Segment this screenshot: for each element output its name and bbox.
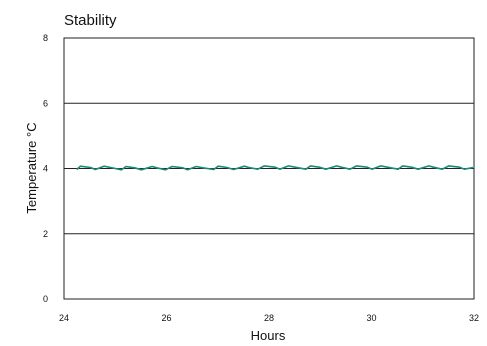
y-axis-label: Temperature °C (24, 122, 39, 213)
y-axis-ticks: 0 2 4 6 8 (43, 33, 48, 304)
y-tick-label: 2 (43, 229, 48, 239)
x-tick-label: 28 (264, 313, 274, 323)
temperature-series-line (76, 165, 474, 171)
x-tick-label: 30 (366, 313, 376, 323)
series-layer (76, 165, 474, 171)
y-tick-label: 6 (43, 98, 48, 108)
x-tick-label: 24 (59, 313, 69, 323)
y-tick-label: 4 (43, 164, 48, 174)
x-axis-ticks: 24 26 28 30 32 (59, 313, 479, 323)
x-tick-label: 26 (161, 313, 171, 323)
x-axis-label: Hours (251, 328, 286, 343)
plot-area (63, 37, 475, 300)
grid-lines (64, 102, 474, 235)
y-tick-label: 0 (43, 294, 48, 304)
x-tick-label: 32 (469, 313, 479, 323)
chart-title: Stability (64, 12, 117, 29)
y-tick-label: 8 (43, 33, 48, 43)
